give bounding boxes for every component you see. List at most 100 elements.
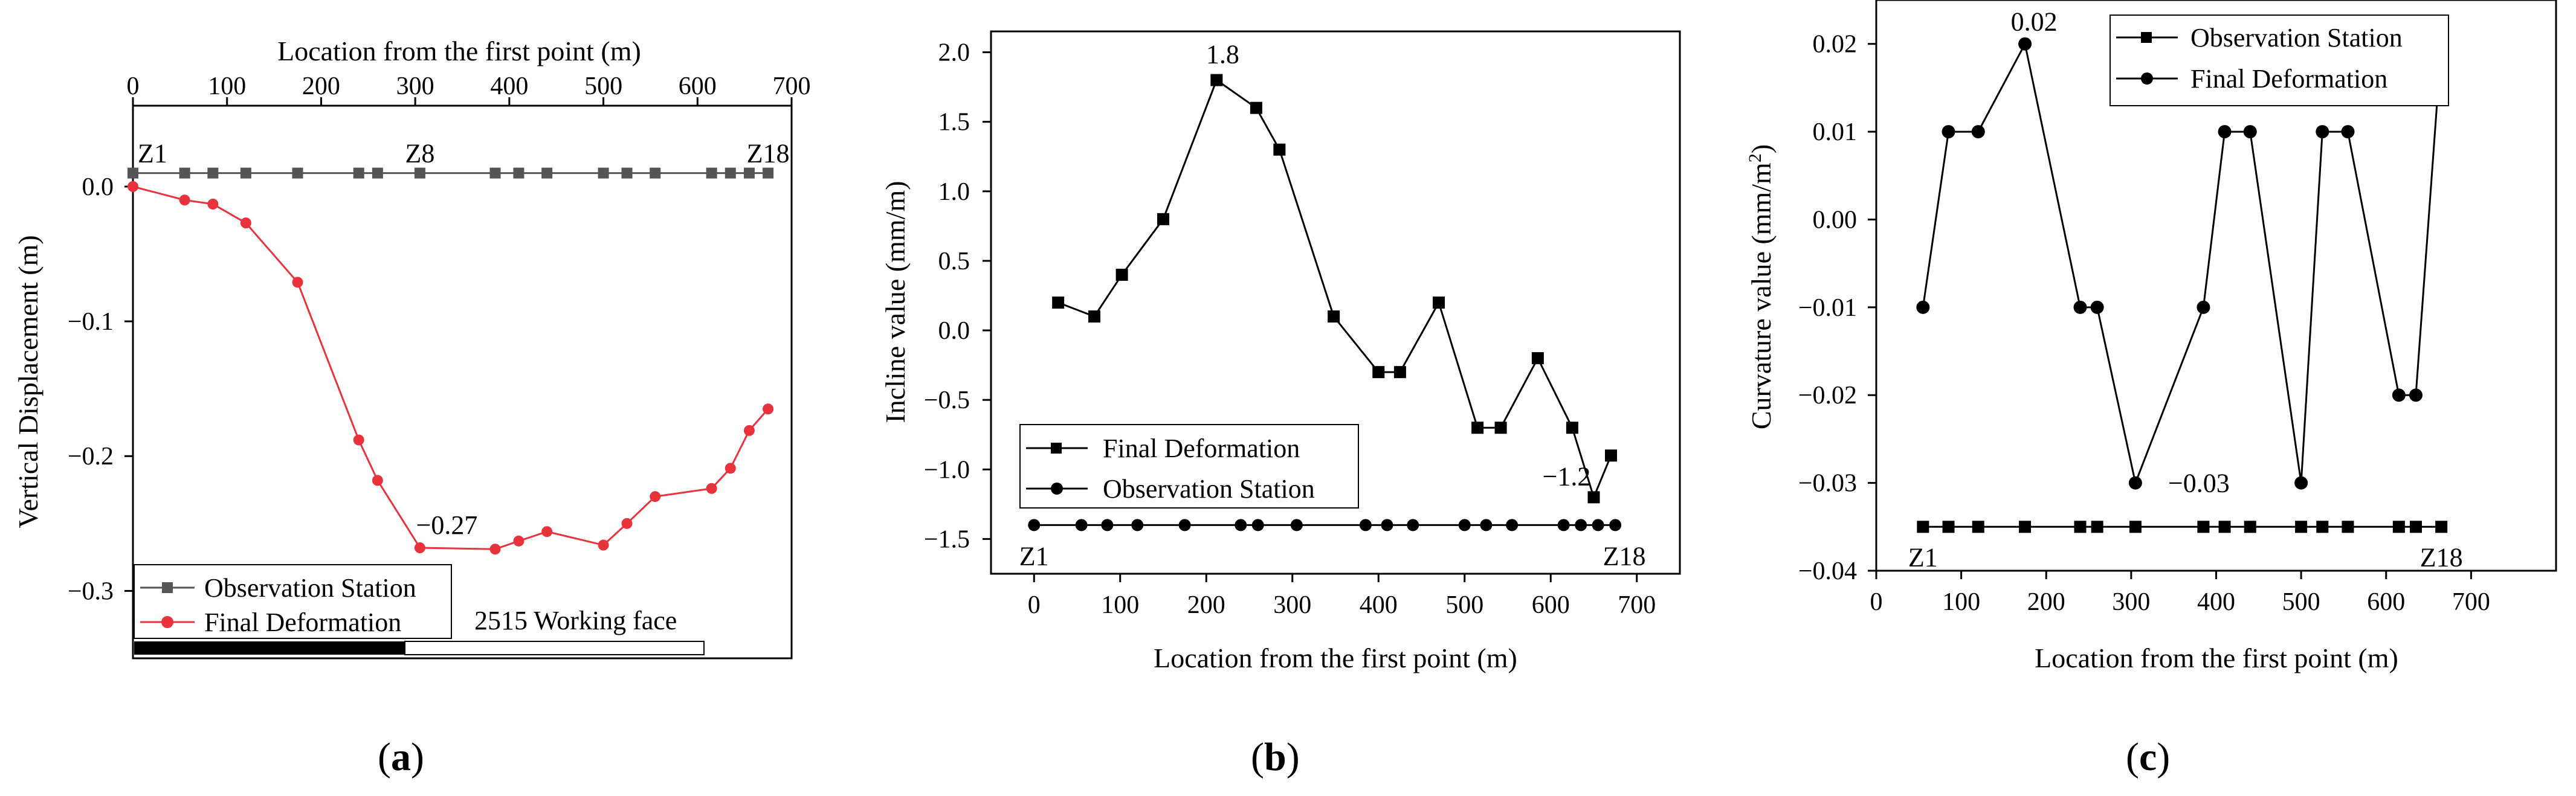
legend-square-marker — [2141, 32, 2152, 43]
data-point-observation-station — [1609, 519, 1622, 531]
panel-c-y-axis-label-sup: 2 — [1745, 153, 1765, 162]
data-point-observation-station — [1101, 519, 1114, 531]
data-point-observation-station — [513, 167, 525, 179]
data-point-final-deformation — [725, 463, 736, 474]
working-face-label: 2515 Working face — [474, 606, 677, 635]
y-tick-label: −0.04 — [1798, 557, 1857, 585]
data-point-observation-station — [2342, 521, 2354, 533]
y-tick-label: −0.01 — [1798, 294, 1857, 322]
data-point-observation-station — [1290, 519, 1303, 531]
panel-b-caption: (b) — [1251, 735, 1300, 779]
x-tick-label: 600 — [679, 72, 717, 100]
data-point-observation-station — [207, 167, 219, 179]
panel-c-y-axis-label: Curvature value (mm/m2) — [1745, 144, 1777, 429]
panel-c-legend-box — [2110, 14, 2449, 106]
panel-c-y-axis-label-end: ) — [1746, 144, 1777, 153]
data-point-final-deformation — [1372, 366, 1385, 379]
data-point-observation-station — [489, 167, 501, 179]
data-point-observation-station — [2244, 521, 2256, 533]
y-tick-label: −1.0 — [924, 456, 970, 484]
panel-b-labels: Z1 Z18 1.8 −1.2 — [1019, 40, 1646, 571]
data-point-final-deformation — [621, 518, 633, 529]
legend-label-final-deformation: Final Deformation — [1103, 434, 1300, 463]
x-tick-label: 0 — [1870, 588, 1883, 616]
value-annotation: −0.27 — [416, 510, 478, 540]
data-point-observation-station — [2316, 521, 2329, 533]
data-point-observation-station — [353, 167, 364, 179]
data-point-final-deformation — [541, 526, 553, 538]
data-point-final-deformation — [353, 434, 364, 446]
x-tick-label: 100 — [208, 72, 246, 100]
legend-label-observation-station: Observation Station — [2190, 23, 2403, 53]
data-point-final-deformation — [179, 194, 190, 206]
data-point-final-deformation — [1433, 297, 1445, 309]
data-point-final-deformation — [2294, 476, 2308, 490]
data-point-final-deformation — [1328, 310, 1340, 323]
panel-c-series — [1916, 37, 2448, 533]
y-tick-label: 0.5 — [938, 248, 970, 275]
x-tick-label: 0 — [1028, 591, 1041, 619]
panel-a-x-ticks: 0 100 200 300 400 500 600 700 — [127, 72, 811, 106]
data-point-final-deformation — [2197, 300, 2210, 314]
panel-c-caption: (c) — [2126, 735, 2170, 779]
data-point-observation-station — [372, 167, 383, 179]
data-point-final-deformation — [513, 535, 525, 547]
data-point-observation-station — [1458, 519, 1471, 531]
data-point-observation-station — [2392, 521, 2405, 533]
station-label: Z8 — [405, 139, 434, 169]
data-point-observation-station — [1381, 519, 1393, 531]
value-annotation: −1.2 — [1543, 461, 1591, 491]
panel-a-y-axis-label: Vertical Displacement (m) — [13, 235, 44, 528]
data-point-observation-station — [1178, 519, 1191, 531]
x-tick-label: 300 — [1273, 591, 1311, 619]
data-point-observation-station — [598, 167, 609, 179]
data-point-final-deformation — [414, 542, 425, 553]
x-tick-label: 700 — [773, 72, 811, 100]
data-point-final-deformation — [1157, 213, 1169, 225]
data-point-final-deformation — [2392, 388, 2406, 402]
y-tick-label: 0.01 — [1813, 118, 1858, 146]
data-point-final-deformation — [2243, 125, 2257, 139]
panel-a-y-ticks: 0.0 −0.1 −0.2 −0.3 — [68, 173, 133, 605]
data-point-final-deformation — [1210, 74, 1223, 86]
x-tick-label: 0 — [127, 72, 140, 100]
x-tick-label: 100 — [1942, 588, 1980, 616]
panel-b-x-ticks: 0 100 200 300 400 500 600 700 — [1028, 574, 1656, 619]
panel-c-y-axis-label-main: Curvature value (mm/m — [1746, 162, 1777, 429]
y-tick-label: −0.02 — [1798, 382, 1857, 409]
panel-a-labels: Z1 Z8 Z18 −0.27 — [138, 139, 790, 541]
y-tick-label: 0.00 — [1813, 206, 1858, 234]
data-point-final-deformation — [489, 544, 501, 555]
x-tick-label: 500 — [1445, 591, 1483, 619]
x-tick-label: 700 — [2452, 588, 2490, 616]
data-point-final-deformation — [207, 198, 219, 210]
data-point-observation-station — [2019, 521, 2032, 533]
data-point-final-deformation — [2409, 388, 2423, 402]
panel-b-plot-frame — [990, 30, 1681, 575]
panel-b: 0 100 200 300 400 500 600 700 2.0 1.5 1.0 0.5 0.0 −0… — [880, 30, 1681, 779]
panel-a-series — [128, 167, 774, 555]
x-tick-label: 500 — [2282, 588, 2320, 616]
y-tick-label: 0.0 — [938, 317, 970, 345]
x-tick-label: 200 — [2027, 588, 2065, 616]
y-tick-label: −0.2 — [68, 443, 114, 470]
panel-a-x-axis-label: Location from the first point (m) — [277, 36, 641, 66]
data-point-observation-station — [541, 167, 553, 179]
x-tick-label: 300 — [396, 72, 434, 100]
data-point-final-deformation — [2316, 125, 2329, 139]
data-point-observation-station — [1028, 519, 1041, 531]
data-point-observation-station — [2295, 521, 2308, 533]
panel-a-caption: (a) — [378, 735, 424, 779]
data-point-observation-station — [240, 167, 251, 179]
station-label: Z18 — [747, 139, 790, 169]
station-label: Z18 — [1603, 541, 1646, 571]
data-point-final-deformation — [2128, 476, 2142, 490]
data-point-observation-station — [743, 167, 755, 179]
data-point-observation-station — [1359, 519, 1372, 531]
series-line-final-deformation — [1922, 41, 2442, 486]
panel-c-x-ticks: 0 100 200 300 400 500 600 700 — [1870, 571, 2490, 616]
data-point-final-deformation — [706, 483, 717, 494]
data-point-observation-station — [1075, 519, 1088, 531]
panel-b-legend-box — [1019, 424, 1359, 509]
panel-b-series — [1028, 74, 1622, 531]
